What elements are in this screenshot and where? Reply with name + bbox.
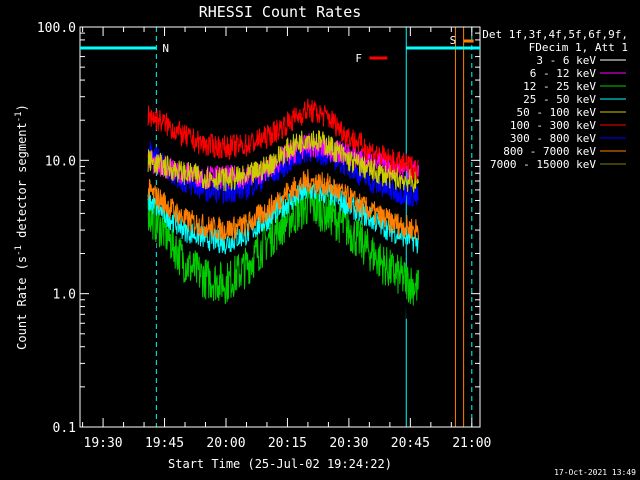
footer-timestamp: 17-Oct-2021 13:49 bbox=[554, 468, 636, 477]
series-line bbox=[147, 130, 419, 193]
x-tick-label: 21:00 bbox=[452, 436, 491, 451]
annotation-label-s: S bbox=[450, 34, 457, 47]
legend-entry-label: 100 - 300 keV bbox=[510, 119, 596, 132]
legend: Det 1f,3f,4f,5f,6f,9f, FDecim 1, Att 1 3… bbox=[482, 28, 628, 171]
series-line bbox=[147, 139, 419, 208]
chart-title: RHESSI Count Rates bbox=[199, 3, 362, 21]
legend-entry-label: 7000 - 15000 keV bbox=[490, 158, 596, 171]
y-axis: 0.1 1.0 10.0 100.0 bbox=[37, 21, 480, 436]
series-line bbox=[147, 183, 419, 329]
y-tick-label: 10.0 bbox=[45, 154, 76, 169]
y-tick-label: 100.0 bbox=[37, 21, 76, 36]
x-tick-label: 20:00 bbox=[206, 436, 245, 451]
series-line bbox=[147, 98, 419, 181]
legend-entry-label: 12 - 25 keV bbox=[523, 80, 596, 93]
series-line bbox=[147, 169, 419, 243]
annotation-label-n: N bbox=[162, 42, 169, 55]
legend-entry-label: 6 - 12 keV bbox=[530, 67, 597, 80]
x-axis: 19:30 19:45 20:00 20:15 20:30 20:45 21:00 bbox=[82, 27, 491, 451]
legend-entry-label: 3 - 6 keV bbox=[536, 54, 596, 67]
plot-frame bbox=[79, 26, 481, 428]
y-tick-label: 0.1 bbox=[53, 421, 76, 436]
y-axis-label: Count Rate (s-1 detector segment-1) bbox=[14, 104, 29, 350]
x-tick-label: 19:45 bbox=[145, 436, 184, 451]
x-tick-label: 20:45 bbox=[391, 436, 430, 451]
x-axis-label: Start Time (25-Jul-02 19:24:22) bbox=[168, 457, 392, 471]
series-line bbox=[147, 186, 419, 306]
legend-entry-label: 50 - 100 keV bbox=[517, 106, 597, 119]
legend-entry-label: 25 - 50 keV bbox=[523, 93, 596, 106]
annotation-label-f: F bbox=[355, 52, 362, 65]
legend-entry-label: 800 - 7000 keV bbox=[503, 145, 596, 158]
legend-header-line1: Det 1f,3f,4f,5f,6f,9f, bbox=[482, 28, 628, 41]
x-tick-label: 20:30 bbox=[329, 436, 368, 451]
legend-header-line2: FDecim 1, Att 1 bbox=[529, 41, 628, 54]
series-group bbox=[147, 98, 419, 329]
legend-entry-label: 300 - 800 keV bbox=[510, 132, 596, 145]
attenuator-annotations: N F S bbox=[80, 34, 480, 65]
x-tick-label: 19:30 bbox=[84, 436, 123, 451]
x-tick-label: 20:15 bbox=[268, 436, 307, 451]
y-tick-label: 1.0 bbox=[53, 288, 76, 303]
